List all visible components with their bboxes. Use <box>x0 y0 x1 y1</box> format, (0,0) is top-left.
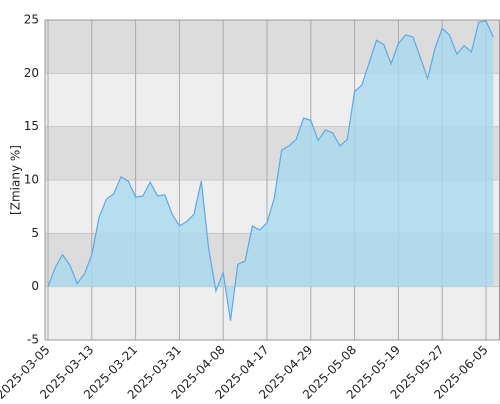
y-tick-label: 25 <box>24 13 39 27</box>
band <box>45 20 500 74</box>
y-axis-label: [Zmiany %] <box>9 145 23 215</box>
band <box>45 286 500 340</box>
line <box>47 20 494 321</box>
y-tick-label: 5 <box>31 226 39 240</box>
y-tick-label: 10 <box>24 173 39 187</box>
area <box>48 21 494 321</box>
y-tick-label: -5 <box>27 333 39 347</box>
y-tick-label: 20 <box>24 66 39 80</box>
y-tick-label: 0 <box>31 279 39 293</box>
y-tick-label: 15 <box>24 119 39 133</box>
